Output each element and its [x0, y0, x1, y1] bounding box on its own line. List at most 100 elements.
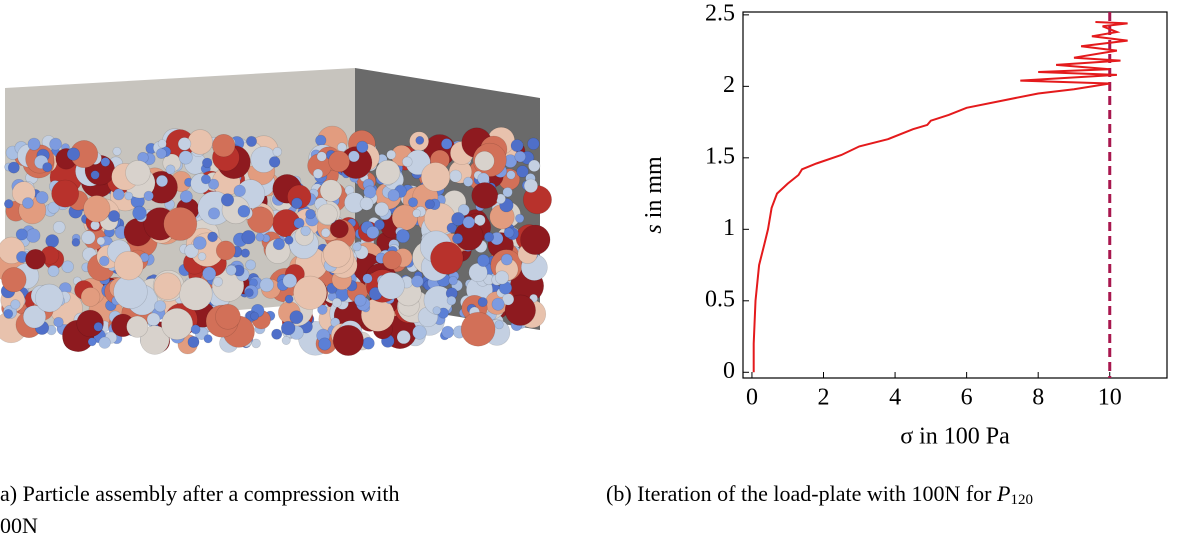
y-tick-label: 2 [723, 72, 735, 98]
particle [396, 330, 411, 345]
particle [71, 238, 81, 247]
particle [415, 135, 425, 145]
particle [412, 325, 427, 340]
particle [457, 204, 470, 216]
particle [282, 273, 298, 289]
particle [26, 228, 41, 243]
particle [245, 259, 256, 271]
particle [112, 188, 125, 201]
particle [407, 197, 418, 208]
particle [81, 230, 96, 245]
x-tick-label: 6 [961, 385, 973, 411]
particle [502, 187, 513, 198]
particle [114, 250, 144, 281]
particle [452, 233, 464, 245]
particle [268, 156, 281, 168]
particle [163, 206, 198, 241]
particle [22, 197, 34, 209]
particle [66, 147, 80, 161]
particle [240, 248, 250, 258]
particle [318, 337, 332, 351]
particle [3, 199, 14, 209]
particle [140, 325, 170, 355]
x-tick-label: 2 [818, 385, 830, 411]
particle [491, 297, 505, 311]
particle [193, 236, 207, 250]
particle [317, 304, 328, 315]
particle [271, 328, 283, 340]
particle [132, 205, 147, 221]
particle [527, 137, 540, 151]
particle [354, 294, 367, 307]
particle [348, 150, 360, 163]
particle [165, 164, 176, 175]
particle [305, 208, 316, 220]
particle [99, 255, 110, 267]
particle [316, 203, 338, 225]
particle [503, 227, 515, 238]
particle [451, 212, 465, 226]
particle [284, 235, 294, 245]
particle [35, 191, 49, 204]
caption-b: (b) Iteration of the load-plate with 100… [606, 481, 1033, 508]
particle [291, 197, 303, 209]
particle [510, 139, 524, 152]
particle [259, 277, 274, 293]
particle [446, 222, 458, 234]
y-tick-label: 1.5 [705, 143, 735, 169]
particle [1, 267, 27, 293]
particle [3, 308, 14, 319]
particle [251, 338, 261, 349]
particle [93, 321, 104, 332]
particle [126, 315, 149, 338]
particle [316, 151, 327, 162]
particle [45, 234, 60, 248]
particle [366, 225, 380, 239]
x-axis-label: σ in 100 Pa [900, 424, 1010, 450]
particle [476, 254, 490, 267]
particle [10, 299, 21, 310]
particle [146, 312, 161, 327]
particle [332, 324, 364, 356]
particle [237, 205, 251, 218]
particle [320, 228, 331, 238]
particle [155, 148, 167, 159]
particle [203, 334, 213, 344]
particle [215, 303, 241, 330]
particle [375, 159, 401, 185]
particle [363, 185, 377, 199]
particle [153, 272, 182, 301]
particle [108, 210, 121, 223]
particle [460, 311, 496, 347]
particle [125, 160, 151, 186]
particle [312, 168, 324, 179]
particle [315, 134, 327, 146]
particle [215, 240, 236, 261]
particle [514, 150, 527, 163]
particle [143, 190, 154, 201]
particle [98, 336, 111, 349]
particle [449, 169, 462, 183]
particle [233, 184, 246, 197]
data-line [752, 21, 1128, 373]
particle [430, 241, 464, 275]
particle [516, 165, 529, 178]
y-tick-label: 1 [723, 215, 735, 241]
particle [187, 129, 213, 155]
particle [362, 273, 373, 284]
y-axis-symbol: s [641, 224, 667, 233]
particle [284, 294, 294, 304]
particle [446, 295, 457, 306]
particle [124, 191, 133, 201]
y-axis-label: s in mm [641, 156, 667, 234]
particle [441, 325, 455, 339]
particle [336, 142, 347, 153]
particle [177, 137, 192, 151]
particle [42, 162, 53, 173]
particle [112, 146, 122, 156]
particle [520, 224, 551, 255]
y-tick-label: 0 [723, 358, 735, 384]
particle [220, 193, 235, 207]
particle [190, 324, 201, 335]
